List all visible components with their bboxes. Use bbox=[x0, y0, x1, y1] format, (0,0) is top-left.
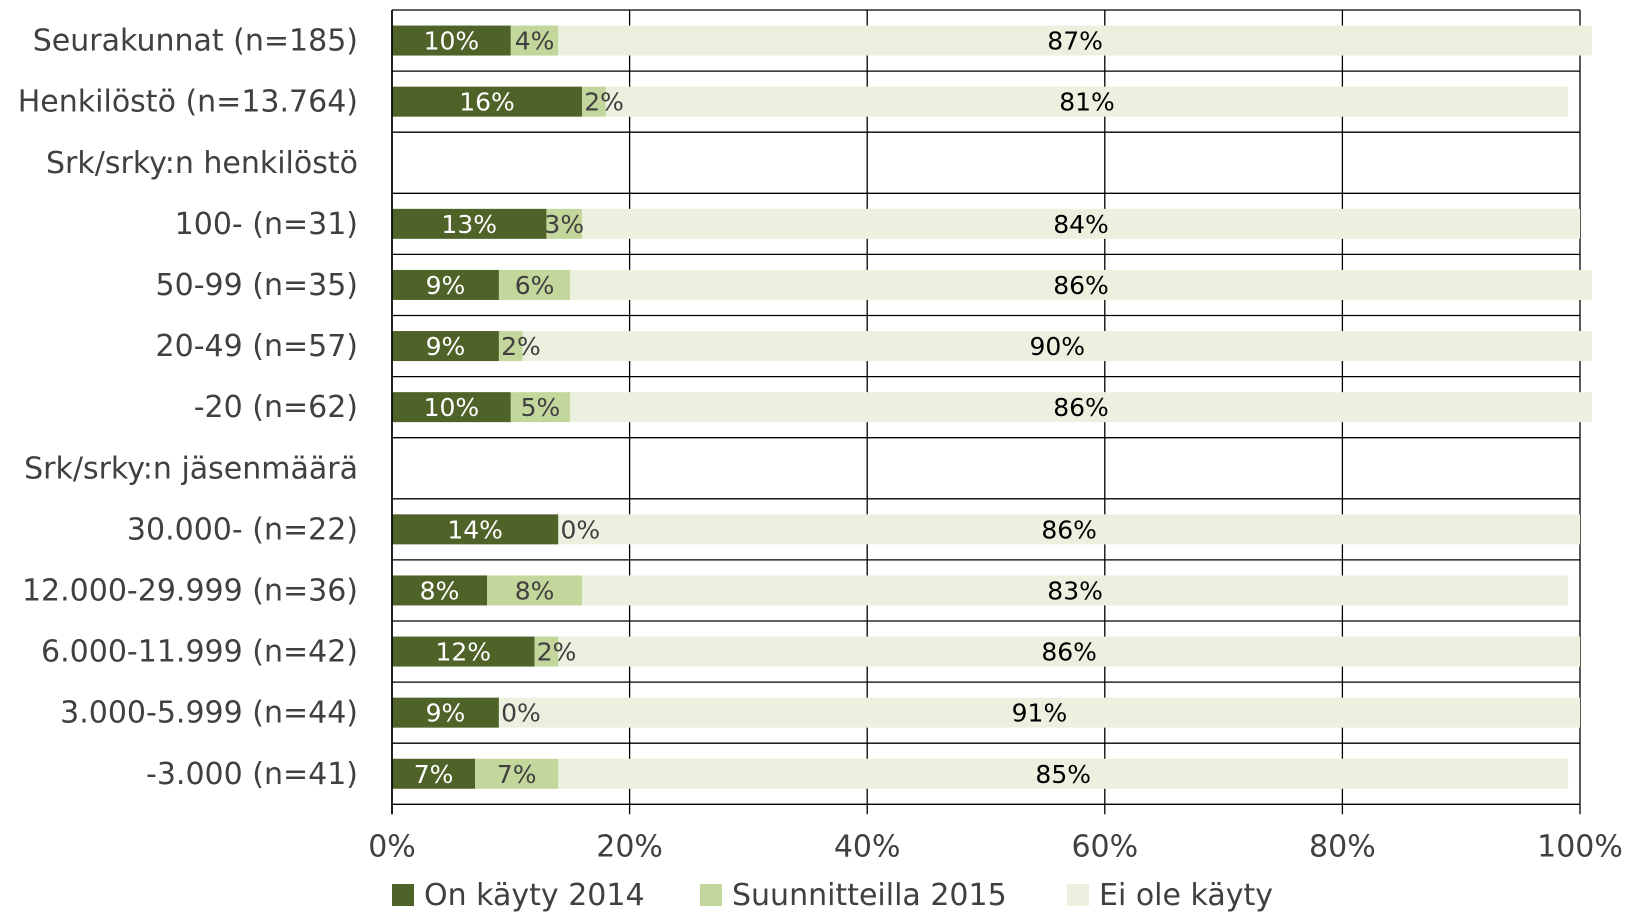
grid-layer bbox=[391, 9, 1581, 815]
legend: On käyty 2014 Suunnitteilla 2015 Ei ole kä… bbox=[392, 878, 1273, 913]
x-tick-label: 80% bbox=[1309, 829, 1376, 864]
label-layer: 10% 4% 87% 16% 2% 81% 13% 3% 84% 9% 6% 86% 9% 2% 90% 10… bbox=[414, 27, 1115, 789]
category-label: Henkilöstö (n=13.764) bbox=[18, 85, 358, 120]
data-label: 10% bbox=[424, 27, 480, 56]
bar-segment bbox=[392, 269, 499, 300]
bar-layer bbox=[392, 25, 1592, 789]
data-label: 81% bbox=[1059, 88, 1115, 117]
data-label: 9% bbox=[426, 332, 466, 361]
x-tick-label: 60% bbox=[1071, 829, 1138, 864]
data-label: 0% bbox=[560, 515, 600, 544]
data-label: 86% bbox=[1053, 393, 1109, 422]
category-label: 6.000-11.999 (n=42) bbox=[41, 635, 358, 670]
data-label: 90% bbox=[1029, 332, 1085, 361]
data-label: 10% bbox=[424, 393, 480, 422]
bar-segment bbox=[392, 331, 499, 362]
bar-segment bbox=[475, 758, 559, 789]
data-label: 84% bbox=[1053, 210, 1109, 239]
data-label: 7% bbox=[497, 760, 537, 789]
data-label: 86% bbox=[1053, 271, 1109, 300]
bar-segment bbox=[582, 208, 1580, 239]
bar-segment bbox=[546, 208, 583, 239]
x-tick-label: 40% bbox=[834, 829, 901, 864]
category-label: Srk/srky:n jäsenmäärä bbox=[24, 451, 358, 486]
data-label: 13% bbox=[441, 210, 497, 239]
bar-segment bbox=[510, 25, 559, 56]
category-label: Srk/srky:n henkilöstö bbox=[46, 146, 358, 181]
bar-segment bbox=[498, 331, 523, 362]
data-label: 2% bbox=[584, 88, 624, 117]
category-label: -3.000 (n=41) bbox=[146, 757, 358, 792]
data-label: 83% bbox=[1047, 576, 1103, 605]
category-label: Seurakunnat (n=185) bbox=[33, 24, 358, 59]
data-label: 0% bbox=[501, 699, 541, 728]
legend-label: On käyty 2014 bbox=[424, 878, 645, 913]
bar-segment bbox=[570, 269, 1592, 300]
bar-segment bbox=[558, 25, 1592, 56]
data-label: 16% bbox=[459, 88, 515, 117]
data-label: 9% bbox=[426, 271, 466, 300]
data-label: 91% bbox=[1012, 699, 1068, 728]
bar-segment bbox=[582, 86, 606, 117]
x-tick-label: 100% bbox=[1537, 829, 1623, 864]
bar-segment bbox=[392, 392, 511, 423]
data-label: 8% bbox=[515, 576, 555, 605]
bar-segment bbox=[392, 86, 583, 117]
x-tick-label: 20% bbox=[596, 829, 663, 864]
bar-segment bbox=[498, 269, 571, 300]
legend-swatch bbox=[392, 884, 414, 906]
data-label: 3% bbox=[544, 210, 584, 239]
legend-label: Suunnitteilla 2015 bbox=[732, 878, 1007, 913]
x-tick-label: 0% bbox=[368, 829, 416, 864]
data-label: 9% bbox=[426, 699, 466, 728]
category-label: 30.000- (n=22) bbox=[127, 512, 358, 547]
bar-segment bbox=[510, 392, 571, 423]
data-label: 85% bbox=[1035, 760, 1091, 789]
data-label: 2% bbox=[501, 332, 541, 361]
bar-segment bbox=[392, 636, 535, 667]
category-label: 20-49 (n=57) bbox=[156, 329, 358, 364]
category-label: 50-99 (n=35) bbox=[156, 268, 358, 303]
data-label: 86% bbox=[1041, 515, 1097, 544]
bar-segment bbox=[534, 636, 559, 667]
data-label: 8% bbox=[420, 576, 460, 605]
data-label: 87% bbox=[1047, 27, 1103, 56]
legend-swatch bbox=[700, 884, 722, 906]
data-label: 86% bbox=[1041, 638, 1097, 667]
bar-segment bbox=[392, 697, 499, 728]
data-label: 5% bbox=[521, 393, 561, 422]
data-label: 12% bbox=[435, 638, 491, 667]
data-label: 6% bbox=[515, 271, 555, 300]
category-label: 3.000-5.999 (n=44) bbox=[60, 696, 358, 731]
bar-segment bbox=[392, 25, 511, 56]
legend-label: Ei ole käyty bbox=[1099, 878, 1273, 913]
bar-segment bbox=[392, 575, 488, 606]
category-label: 12.000-29.999 (n=36) bbox=[22, 573, 358, 608]
category-label: -20 (n=62) bbox=[194, 390, 358, 425]
data-label: 2% bbox=[537, 638, 577, 667]
bar-segment bbox=[558, 758, 1569, 789]
bar-segment bbox=[392, 514, 559, 545]
bar-segment bbox=[558, 514, 1580, 545]
bar-segment bbox=[570, 392, 1592, 423]
bar-segment bbox=[522, 331, 1592, 362]
bar-segment bbox=[582, 575, 1569, 606]
data-label: 14% bbox=[447, 515, 503, 544]
bar-segment bbox=[392, 758, 476, 789]
bar-segment bbox=[558, 636, 1580, 667]
bar-segment bbox=[487, 575, 583, 606]
legend-swatch bbox=[1067, 884, 1089, 906]
axis-layer: 0% 20% 40% 60% 80% 100% Seurakunnat (n=185) Hen… bbox=[18, 10, 1623, 864]
data-label: 4% bbox=[515, 27, 555, 56]
data-label: 7% bbox=[414, 760, 454, 789]
bar-segment bbox=[498, 697, 1580, 728]
bar-segment bbox=[392, 208, 547, 239]
bar-segment bbox=[605, 86, 1569, 117]
category-label: 100- (n=31) bbox=[175, 207, 358, 242]
